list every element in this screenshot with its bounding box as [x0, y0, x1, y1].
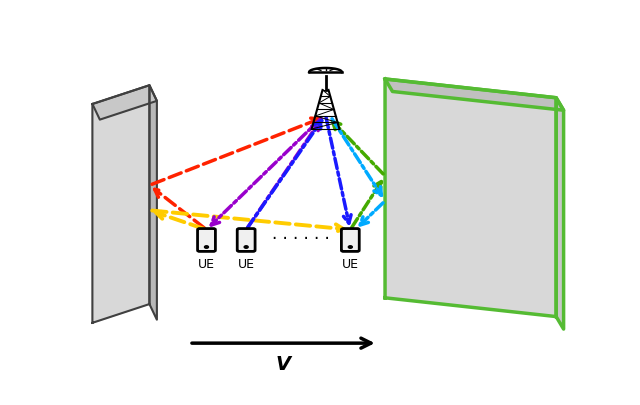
Text: UE: UE	[198, 258, 215, 271]
Polygon shape	[556, 98, 564, 329]
Circle shape	[348, 246, 352, 249]
Text: · · · · · ·: · · · · · ·	[272, 230, 330, 248]
FancyBboxPatch shape	[198, 229, 216, 252]
Polygon shape	[92, 86, 150, 323]
Text: UE: UE	[237, 258, 255, 271]
Polygon shape	[92, 86, 157, 120]
Polygon shape	[385, 80, 564, 111]
FancyBboxPatch shape	[237, 229, 255, 252]
Circle shape	[244, 246, 248, 249]
Polygon shape	[385, 80, 556, 317]
Text: UE: UE	[342, 258, 359, 271]
FancyBboxPatch shape	[341, 229, 359, 252]
Circle shape	[205, 246, 209, 249]
Polygon shape	[150, 86, 157, 320]
Text: V: V	[276, 354, 291, 373]
